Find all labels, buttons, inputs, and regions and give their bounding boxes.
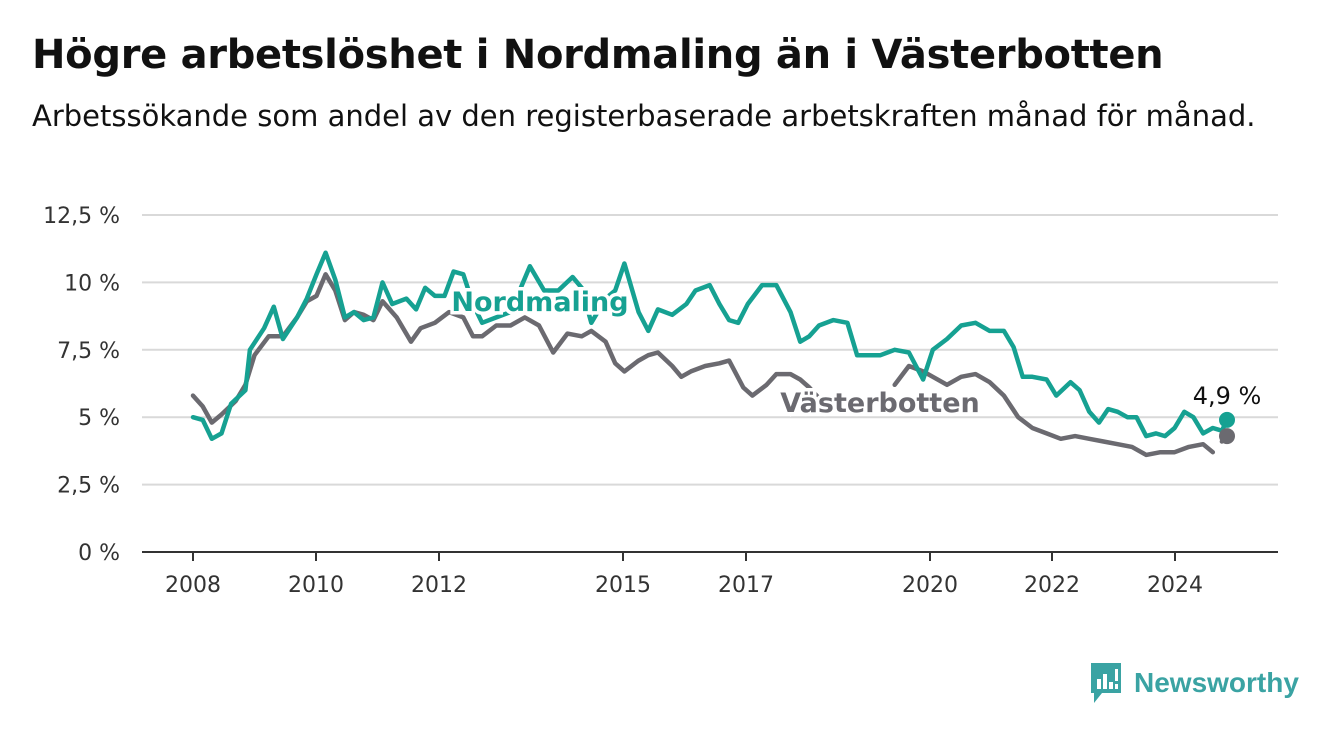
y-axis-ticks: 0 % 2,5 % 5 % 7,5 % 10 % 12,5 % — [43, 204, 120, 566]
y-tick-label: 5 % — [78, 406, 120, 431]
series-label-vasterbotten: Västerbotten — [780, 388, 979, 419]
newsworthy-logo-icon — [1091, 663, 1121, 703]
x-tick-label: 2012 — [411, 573, 467, 598]
x-tick-label: 2024 — [1147, 573, 1203, 598]
x-tick-label: 2015 — [595, 573, 651, 598]
y-tick-label: 2,5 % — [57, 474, 120, 499]
series-label-nordmaling: Nordmaling — [451, 287, 628, 318]
x-tick-label: 2022 — [1024, 573, 1080, 598]
gridlines — [142, 214, 1278, 553]
series-line-nordmaling — [190, 250, 1230, 442]
brand: Newsworthy — [1088, 660, 1299, 706]
y-tick-label: 7,5 % — [57, 339, 120, 364]
y-tick-label: 10 % — [64, 271, 120, 296]
x-tick-label: 2017 — [718, 573, 774, 598]
end-label-nordmaling: 4,9 % — [1193, 382, 1262, 410]
series-labels: 4,9 % Nordmaling Västerbotten — [448, 284, 1264, 445]
brand-name: Newsworthy — [1134, 667, 1299, 698]
x-tick-label: 2010 — [288, 573, 344, 598]
y-tick-label: 12,5 % — [43, 204, 120, 229]
chart-subtitle: Arbetssökande som andel av den registerb… — [32, 99, 1256, 133]
chart-title: Högre arbetslöshet i Nordmaling än i Väs… — [32, 32, 1164, 78]
x-tick-label: 2008 — [165, 573, 221, 598]
x-tick-label: 2020 — [902, 573, 958, 598]
end-point-nordmaling — [1219, 411, 1235, 428]
y-tick-label: 0 % — [78, 541, 120, 566]
end-point-vasterbotten — [1219, 428, 1235, 445]
series-line-västerbotten — [892, 363, 1216, 458]
x-axis-ticks: 2008 2010 2012 2015 2017 2020 2022 2024 — [165, 552, 1203, 598]
